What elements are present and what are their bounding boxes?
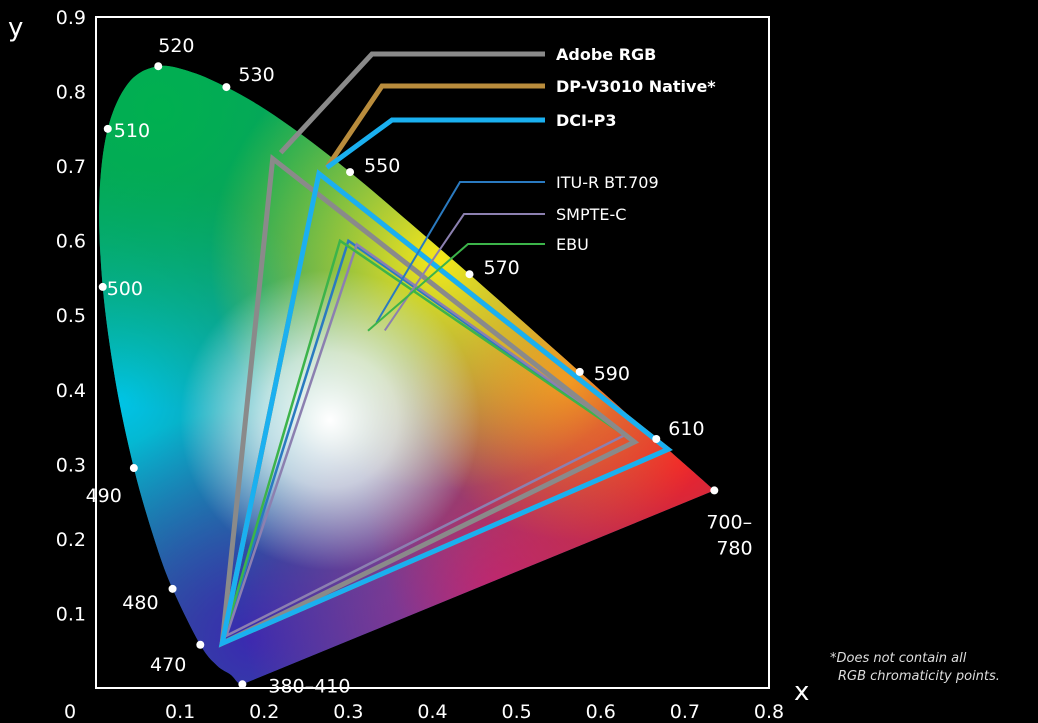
x-tick-label: 0.3 bbox=[333, 701, 363, 723]
legend-leader-line bbox=[367, 243, 545, 332]
legend-entry: Adobe RGB bbox=[556, 45, 656, 64]
y-tick-label: 0.6 bbox=[56, 231, 86, 253]
wavelength-label: 510 bbox=[114, 120, 150, 142]
wavelength-label: 520 bbox=[158, 35, 194, 57]
legend-entry: DP-V3010 Native* bbox=[556, 77, 716, 96]
wavelength-dot bbox=[129, 464, 138, 473]
wavelength-dot bbox=[710, 486, 719, 495]
wavelength-label: 490 bbox=[86, 485, 122, 507]
wavelength-label: 570 bbox=[484, 257, 520, 279]
wavelength-dot bbox=[98, 282, 107, 291]
legend-leader-lines bbox=[278, 51, 545, 332]
y-tick-label: 0.2 bbox=[56, 529, 86, 551]
legend-entry: DCI-P3 bbox=[556, 111, 616, 130]
x-tick-label: 0.5 bbox=[502, 701, 532, 723]
wavelength-label: 700– 780 bbox=[706, 511, 752, 559]
y-tick-label: 0.3 bbox=[56, 454, 86, 476]
wavelength-label: 380–410 bbox=[268, 675, 350, 697]
x-axis-title: x bbox=[794, 677, 809, 707]
y-tick-label: 0.1 bbox=[56, 603, 86, 625]
wavelength-label: 500 bbox=[107, 278, 143, 300]
wavelength-dot bbox=[575, 367, 584, 376]
legend-leader-line bbox=[383, 213, 545, 331]
wavelength-dot bbox=[168, 584, 177, 593]
wavelength-label: 610 bbox=[668, 418, 704, 440]
wavelength-dot bbox=[222, 83, 231, 92]
wavelength-dot bbox=[465, 270, 474, 279]
wavelength-label: 550 bbox=[364, 155, 400, 177]
x-tick-label: 0.2 bbox=[249, 701, 279, 723]
wavelength-label: 470 bbox=[150, 654, 186, 676]
wavelength-dot bbox=[652, 434, 661, 443]
wavelength-dot bbox=[346, 168, 355, 177]
legend-entry: EBU bbox=[556, 235, 589, 254]
x-tick-label: 0.4 bbox=[417, 701, 447, 723]
gamut-triangle-adobe-rgb bbox=[219, 153, 640, 648]
x-tick-label: 0.6 bbox=[586, 701, 616, 723]
wavelength-label: 590 bbox=[594, 363, 630, 385]
legend-leader-line bbox=[278, 51, 545, 155]
legend-leader-line bbox=[375, 181, 545, 324]
x-tick-label: 0.8 bbox=[754, 701, 784, 723]
y-tick-label: 0.8 bbox=[56, 82, 86, 104]
wavelength-dot bbox=[154, 62, 163, 71]
footnote: *Does not contain all RGB chromaticity p… bbox=[830, 650, 1030, 686]
x-tick-label: 0.7 bbox=[670, 701, 700, 723]
wavelength-dot bbox=[238, 680, 247, 689]
x-tick-labels: 0.1 0.2 0.3 0.4 0.5 0.6 0.7 0.8 bbox=[165, 701, 784, 723]
legend-leader-line bbox=[325, 117, 545, 170]
origin-label: 0 bbox=[64, 701, 76, 723]
legend-entry: ITU-R BT.709 bbox=[556, 173, 659, 192]
legend: Adobe RGB DP-V3010 Native* DCI-P3 ITU-R BT.… bbox=[556, 45, 716, 254]
x-tick-label: 0.1 bbox=[165, 701, 195, 723]
plot-frame bbox=[95, 16, 770, 689]
gamut-triangle-smpte-c bbox=[224, 242, 629, 639]
legend-entry: SMPTE-C bbox=[556, 205, 626, 224]
y-tick-label: 0.7 bbox=[56, 156, 86, 178]
y-tick-label: 0.4 bbox=[56, 380, 86, 402]
footnote-line-1: *Does not contain all bbox=[830, 651, 967, 666]
legend-leader-line bbox=[324, 83, 545, 169]
wavelength-dot bbox=[196, 640, 205, 649]
footnote-line-2: RGB chromaticity points. bbox=[838, 669, 1000, 684]
wavelength-markers: 520 530 510 550 570 500 590 610 490 700– 780 480 470… bbox=[86, 35, 753, 697]
wavelength-label: 480 bbox=[122, 592, 158, 614]
y-tick-labels: 0.1 0.2 0.3 0.4 0.5 0.6 0.7 0.8 0.9 bbox=[56, 7, 86, 625]
y-tick-label: 0.9 bbox=[56, 7, 86, 29]
gamut-triangle-dci-p3 bbox=[218, 169, 673, 648]
y-tick-label: 0.5 bbox=[56, 305, 86, 327]
gamut-triangles bbox=[218, 153, 673, 648]
y-axis-title: y bbox=[8, 13, 23, 43]
wavelength-label: 530 bbox=[238, 64, 274, 86]
wavelength-dot bbox=[103, 124, 112, 133]
